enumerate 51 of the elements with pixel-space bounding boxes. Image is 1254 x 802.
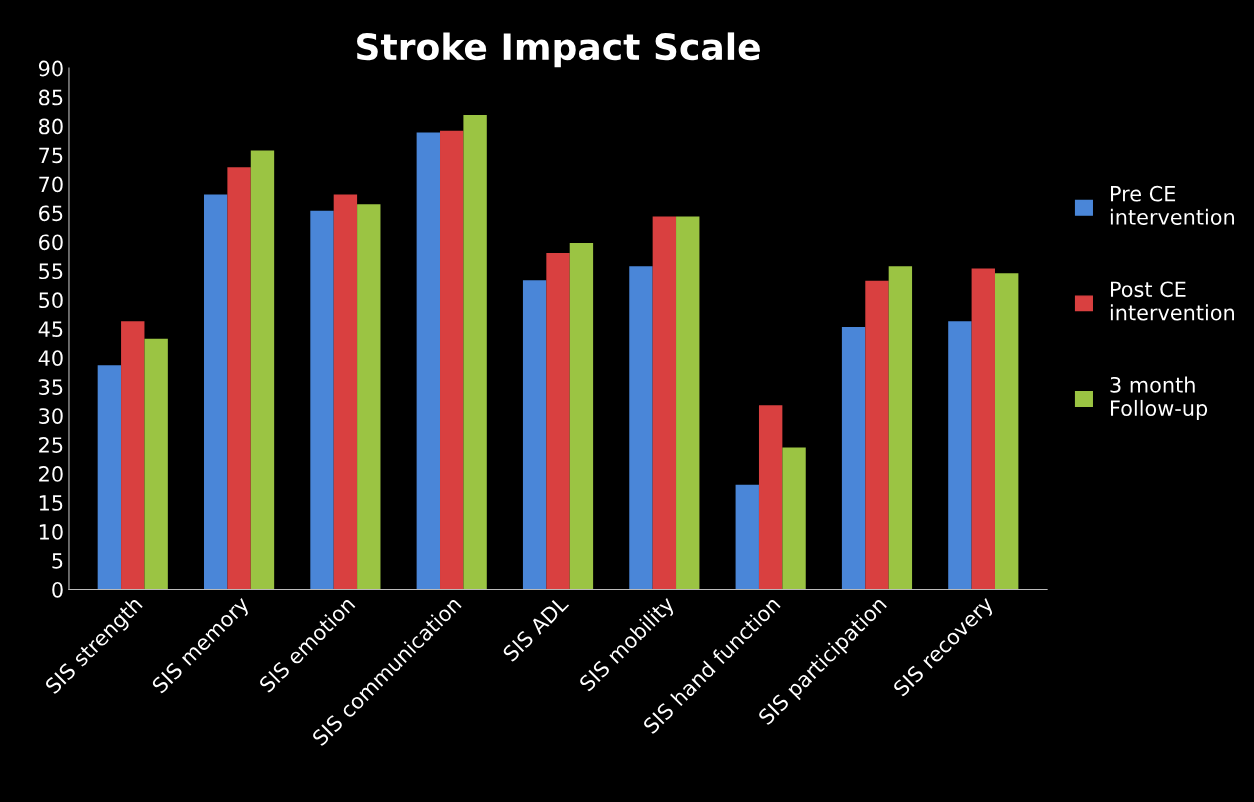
bar — [865, 280, 889, 590]
bar — [676, 216, 700, 590]
y-tick-label: 15 — [39, 495, 63, 511]
bar — [440, 130, 464, 590]
bar — [782, 447, 806, 590]
bar — [569, 243, 594, 590]
bar — [250, 150, 275, 590]
y-tick-label: 90 — [38, 60, 63, 77]
bar — [203, 194, 228, 590]
chart-title: Stroke Impact Scale — [357, 32, 760, 68]
bar — [735, 484, 759, 590]
x-tick-label: SIS ADL — [501, 594, 570, 663]
bar — [994, 273, 1019, 590]
y-tick-label: 80 — [39, 118, 63, 135]
bar — [144, 338, 168, 590]
y-tick-label: 0 — [52, 581, 63, 598]
y-tick-label: 70 — [39, 176, 63, 193]
bar — [971, 268, 995, 590]
y-tick-label: 85 — [39, 89, 63, 106]
bar — [333, 194, 358, 590]
bar — [227, 167, 251, 590]
y-tick-label: 30 — [39, 408, 63, 424]
y-tick-label: 60 — [39, 234, 63, 251]
y-tick-label: 5 — [52, 553, 63, 569]
y-tick-label: 45 — [38, 321, 63, 338]
bar — [546, 252, 570, 590]
bar — [888, 266, 913, 590]
y-tick-label: 55 — [39, 263, 63, 280]
y-tick-label: 40 — [38, 350, 63, 366]
bar — [463, 115, 487, 590]
y-tick-label: 20 — [39, 466, 63, 482]
bar — [652, 216, 677, 590]
bar — [841, 327, 866, 590]
y-tick-label: 35 — [39, 379, 63, 395]
y-tick-label: 75 — [39, 147, 63, 164]
legend-label: 3 month Follow-up — [1110, 376, 1208, 421]
bar — [121, 321, 145, 590]
bar — [416, 132, 441, 590]
y-tick-label: 25 — [39, 437, 63, 453]
bar — [948, 321, 972, 590]
bar — [522, 280, 547, 590]
bar — [629, 266, 653, 590]
bar — [758, 405, 783, 590]
bar — [357, 204, 381, 590]
y-tick-label: 65 — [39, 205, 63, 222]
legend-label: Post CE intervention — [1110, 281, 1234, 321]
y-tick-label: 50 — [39, 292, 63, 309]
legend-label: Pre CE intervention — [1110, 185, 1234, 225]
bar — [310, 210, 334, 590]
y-tick-label: 10 — [39, 524, 63, 540]
bar — [97, 365, 122, 590]
